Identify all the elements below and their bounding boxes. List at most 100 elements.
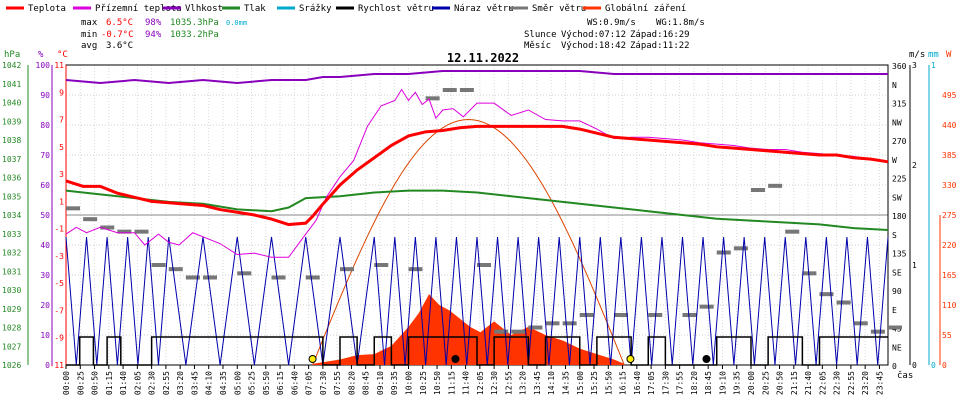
tick-label-pct: 10 bbox=[40, 331, 50, 340]
tick-label-time: 17:55 bbox=[676, 371, 685, 395]
tick-label-ms: 3 bbox=[912, 61, 917, 70]
tick-label-time: 01:15 bbox=[105, 371, 114, 395]
tick-label-time: 19:10 bbox=[718, 371, 727, 395]
tick-label-time: 21:15 bbox=[790, 371, 799, 395]
tick-label-hpa: 1035 bbox=[2, 192, 21, 201]
axis-title-time: čas bbox=[897, 370, 913, 381]
wind-direction-mark bbox=[83, 217, 98, 222]
tick-label-hpa: 1037 bbox=[2, 155, 21, 164]
left-axes: 1042104110401039103810371036103510341033… bbox=[2, 61, 67, 370]
tick-label-time: 20:50 bbox=[776, 371, 785, 395]
series-radiation-theoretical bbox=[312, 119, 625, 366]
tick-label-hpa: 1036 bbox=[2, 174, 21, 183]
wind-direction-mark bbox=[203, 275, 217, 280]
stat-avg-label: avg bbox=[81, 41, 97, 51]
tick-label-pct: 80 bbox=[40, 121, 50, 130]
legend-label: Tlak bbox=[244, 4, 266, 14]
tick-label-time: 02:30 bbox=[148, 371, 157, 395]
tick-label-time: 21:40 bbox=[804, 371, 813, 395]
tick-label-dir: 315 bbox=[892, 100, 907, 109]
tick-label-ms: 2 bbox=[912, 161, 917, 170]
tick-label-dir: 135 bbox=[892, 250, 907, 259]
series-radiation-area bbox=[312, 294, 625, 365]
moonset-marker bbox=[451, 355, 460, 363]
tick-label-hpa: 1040 bbox=[2, 99, 21, 108]
tick-label-degc: -1 bbox=[54, 225, 64, 234]
tick-label-time: 12:30 bbox=[490, 371, 499, 395]
info-sunrise: Východ:07:12 bbox=[561, 30, 626, 40]
tick-label-w: 55 bbox=[942, 331, 952, 340]
tick-label-time: 10:50 bbox=[433, 371, 442, 395]
tick-label-degc: -5 bbox=[54, 279, 64, 288]
tick-label-w: 495 bbox=[942, 91, 957, 100]
tick-label-time: 07:55 bbox=[333, 371, 342, 395]
tick-label-time: 05:00 bbox=[233, 371, 242, 395]
wind-direction-mark bbox=[511, 329, 526, 334]
tick-label-time: 13:20 bbox=[519, 371, 528, 395]
tick-label-time: 18:20 bbox=[690, 371, 699, 395]
axis-title-ms: m/s bbox=[909, 50, 925, 60]
legend-label: Přízemní teplota bbox=[95, 4, 182, 14]
tick-label-pct: 40 bbox=[40, 241, 50, 250]
tick-label-pct: 20 bbox=[40, 301, 50, 310]
tick-label-mm: 0 bbox=[931, 361, 936, 370]
tick-label-hpa: 1028 bbox=[2, 324, 21, 333]
wind-direction-mark bbox=[768, 183, 783, 188]
right-axes: 360N315NW270W225SW180S135SE90E45NE032101… bbox=[887, 61, 957, 371]
wind-direction-mark bbox=[117, 229, 132, 234]
wind-direction-mark bbox=[785, 229, 800, 234]
stat-max-label: max bbox=[81, 18, 98, 28]
axis-title-w: W bbox=[946, 50, 952, 60]
stat-min-temp: -0.7°C bbox=[101, 30, 134, 40]
stat-min-pres: 1033.2hPa bbox=[170, 30, 219, 40]
tick-label-w: 220 bbox=[942, 241, 957, 250]
stats-block: max 6.5°C 98% 1035.3hPa 0.0mm min -0.7°C… bbox=[81, 18, 247, 51]
tick-label-pct: 90 bbox=[40, 91, 50, 100]
tick-label-dir: 90 bbox=[892, 287, 902, 296]
wind-direction-mark bbox=[836, 300, 851, 305]
axis-title-mm: mm bbox=[928, 50, 939, 60]
tick-label-degc: -11 bbox=[50, 361, 65, 370]
tick-label-dir: 0 bbox=[892, 362, 897, 371]
wind-direction-mark bbox=[699, 304, 714, 309]
tick-label-dir: 225 bbox=[892, 175, 907, 184]
tick-label-time: 10:25 bbox=[419, 371, 428, 395]
tick-label-dir: 360 bbox=[892, 62, 907, 71]
tick-label-hpa: 1042 bbox=[2, 61, 21, 70]
legend-label: Rychlost větru bbox=[358, 4, 434, 14]
tick-label-time: 01:40 bbox=[119, 371, 128, 395]
tick-label-degc: 9 bbox=[59, 88, 64, 97]
wind-direction-mark bbox=[579, 313, 594, 317]
series-ground-temperature bbox=[65, 88, 889, 258]
tick-label-degc: 11 bbox=[54, 61, 64, 70]
tick-label-pct: 0 bbox=[45, 361, 50, 370]
tick-label-time: 19:35 bbox=[733, 371, 742, 395]
stat-min-hum: 94% bbox=[145, 30, 162, 40]
tick-label-time: 10:00 bbox=[405, 371, 414, 395]
tick-label-time: 16:40 bbox=[633, 371, 642, 395]
tick-label-time: 22:05 bbox=[818, 371, 827, 395]
legend-label: Vlhkost bbox=[185, 4, 223, 14]
wind-direction-mark bbox=[425, 96, 440, 101]
stat-max-pres: 1035.3hPa bbox=[170, 18, 219, 28]
tick-label-dir: NW bbox=[892, 118, 902, 127]
wind-direction-mark bbox=[151, 263, 166, 267]
tick-label-hpa: 1026 bbox=[2, 361, 21, 370]
tick-label-time: 07:30 bbox=[319, 371, 328, 395]
wind-direction-mark bbox=[802, 271, 817, 276]
tick-label-time: 04:10 bbox=[205, 371, 214, 395]
wind-direction-mark bbox=[716, 250, 731, 255]
tick-label-w: 0 bbox=[942, 361, 947, 370]
wind-direction-mark bbox=[459, 88, 474, 92]
sunrise-marker bbox=[308, 355, 317, 363]
wind-direction-mark bbox=[340, 267, 354, 272]
tick-label-time: 17:05 bbox=[647, 371, 656, 395]
tick-label-time: 03:20 bbox=[176, 371, 185, 395]
tick-label-hpa: 1033 bbox=[2, 230, 21, 239]
wind-direction-mark bbox=[477, 263, 491, 267]
tick-label-time: 22:55 bbox=[847, 371, 856, 395]
info-block: WS:0.9m/s WG:1.8m/s Slunce Východ:07:12 … bbox=[524, 18, 705, 51]
wind-direction-mark bbox=[494, 329, 509, 334]
wind-direction-mark bbox=[134, 229, 149, 234]
tick-label-time: 14:10 bbox=[547, 371, 556, 395]
